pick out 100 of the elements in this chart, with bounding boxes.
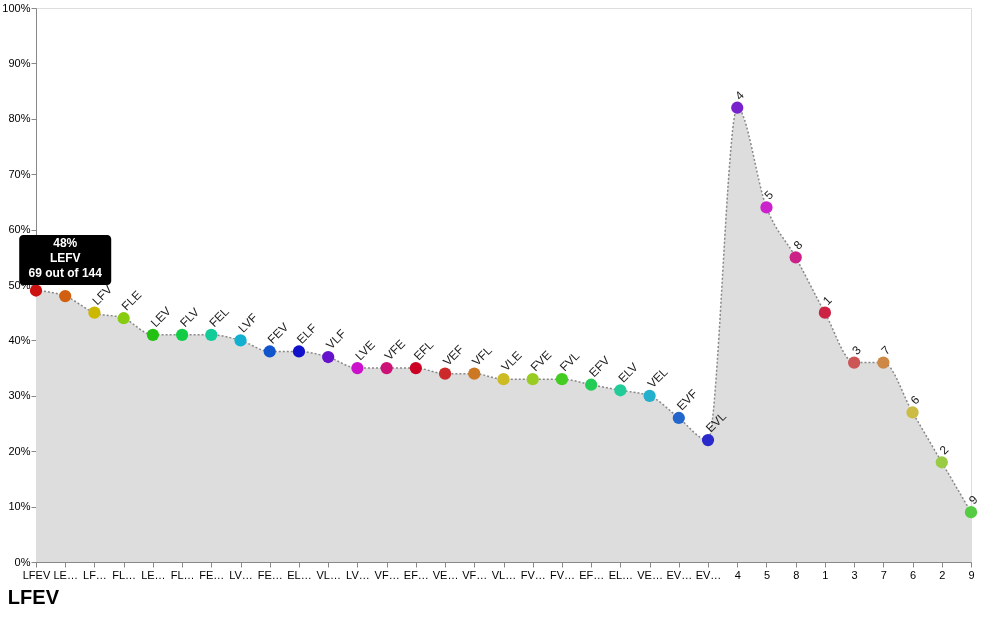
annotation: 48% LEFV 69 out of 144 bbox=[28, 236, 103, 281]
y-tick-label: 90% bbox=[8, 56, 31, 69]
point bbox=[29, 284, 43, 297]
x-tick-label: 3 bbox=[851, 568, 858, 581]
y-tick-label: 30% bbox=[8, 389, 31, 402]
y-tick-label: 100% bbox=[2, 1, 31, 14]
annotation: 7 bbox=[878, 342, 894, 358]
annotation: VEL bbox=[644, 364, 671, 391]
x-tick-label: EL… bbox=[608, 568, 634, 581]
point bbox=[497, 373, 510, 386]
point bbox=[322, 350, 335, 364]
point bbox=[877, 356, 890, 369]
point bbox=[438, 367, 452, 380]
x-tick-label: LE… bbox=[53, 568, 78, 581]
point bbox=[964, 506, 978, 519]
point bbox=[88, 306, 101, 319]
y-tick-label: 20% bbox=[8, 444, 31, 457]
x-tick-label: 2 bbox=[939, 568, 946, 581]
x-tick-label: EF… bbox=[403, 568, 429, 581]
annotation: 8 bbox=[790, 237, 806, 253]
x-tick-label: FL… bbox=[112, 568, 137, 581]
y-tick-label: 70% bbox=[8, 167, 31, 180]
x-tick-label: EL… bbox=[287, 568, 312, 581]
annotation: VEF bbox=[440, 342, 467, 369]
point bbox=[643, 389, 656, 402]
point bbox=[848, 356, 861, 369]
annotation: 3 bbox=[849, 342, 865, 358]
point bbox=[818, 306, 832, 319]
x-tick-label: 9 bbox=[968, 568, 975, 581]
y-tick-label: 60% bbox=[8, 223, 31, 236]
x-tick-label: FE… bbox=[257, 568, 283, 581]
x-tick-label: VL… bbox=[491, 568, 517, 581]
point bbox=[380, 361, 393, 375]
point bbox=[409, 361, 422, 375]
point bbox=[468, 367, 481, 380]
x-tick-label: EV… bbox=[666, 568, 693, 581]
point bbox=[117, 312, 130, 325]
annotation: 2 bbox=[936, 442, 952, 458]
x-tick-label: 1 bbox=[822, 568, 829, 581]
point bbox=[205, 328, 218, 341]
annotation: EVL bbox=[703, 409, 730, 436]
annotation: FLV bbox=[177, 305, 202, 330]
y-tick-label: 0% bbox=[14, 555, 31, 568]
point bbox=[175, 328, 189, 341]
annotation: VLE bbox=[498, 348, 525, 375]
annotation: EFL bbox=[410, 337, 437, 364]
annotation: LVF bbox=[235, 310, 261, 336]
point bbox=[146, 328, 159, 341]
point bbox=[672, 411, 685, 425]
x-tick-label: 8 bbox=[793, 568, 800, 581]
x-tick-label: LV… bbox=[346, 568, 370, 581]
point bbox=[906, 406, 919, 419]
x-tick-label: VL… bbox=[316, 568, 341, 581]
annotation: 5 bbox=[761, 187, 777, 203]
point bbox=[555, 373, 569, 386]
point bbox=[614, 384, 627, 397]
x-tick-label: FL… bbox=[170, 568, 195, 581]
x-tick-label: LV… bbox=[229, 568, 253, 581]
y-tick-label: 10% bbox=[8, 500, 31, 513]
x-tick-label: EV… bbox=[695, 568, 722, 581]
x-tick-label: FV… bbox=[549, 568, 575, 581]
x-tick-label: LE… bbox=[141, 568, 166, 581]
x-tick-label: 5 bbox=[763, 568, 771, 581]
point bbox=[585, 378, 598, 391]
annotation: FEL bbox=[206, 304, 233, 330]
point bbox=[292, 345, 306, 358]
x-tick-label: FE… bbox=[199, 568, 225, 581]
x-tick-label: LF… bbox=[83, 568, 107, 581]
text: LFEV bbox=[7, 586, 60, 608]
y-tick-label: 80% bbox=[8, 112, 31, 125]
x-tick-label: VE… bbox=[432, 568, 459, 581]
point bbox=[351, 361, 364, 375]
annotation: LVE bbox=[352, 337, 378, 364]
point bbox=[760, 201, 773, 214]
x-tick-label: VF… bbox=[374, 568, 400, 581]
x-tick-label: 7 bbox=[880, 568, 887, 581]
y-tick-label: 40% bbox=[8, 333, 31, 346]
annotation: 6 bbox=[907, 392, 923, 408]
point bbox=[526, 373, 539, 386]
x-tick-label: FV… bbox=[520, 568, 546, 581]
x-tick-label: VE… bbox=[637, 568, 663, 581]
point bbox=[234, 334, 247, 347]
point bbox=[59, 289, 72, 303]
point bbox=[263, 345, 276, 358]
point bbox=[731, 101, 744, 114]
x-tick-label: 4 bbox=[734, 568, 741, 581]
annotation: VFL bbox=[469, 343, 496, 369]
annotation: 9 bbox=[966, 492, 981, 508]
point bbox=[701, 434, 715, 447]
annotation: FVL bbox=[556, 348, 583, 375]
point bbox=[935, 456, 948, 469]
annotation: 1 bbox=[819, 292, 835, 308]
x-tick-label: 6 bbox=[910, 568, 917, 581]
x-tick-label: VF… bbox=[462, 568, 488, 581]
annotation: 4 bbox=[732, 87, 748, 103]
x-tick-label: EF… bbox=[579, 568, 605, 581]
annotation: VFE bbox=[381, 336, 409, 364]
point bbox=[789, 251, 802, 264]
annotation: VLF bbox=[323, 326, 349, 353]
x-tick-label: LFEV bbox=[22, 568, 51, 581]
